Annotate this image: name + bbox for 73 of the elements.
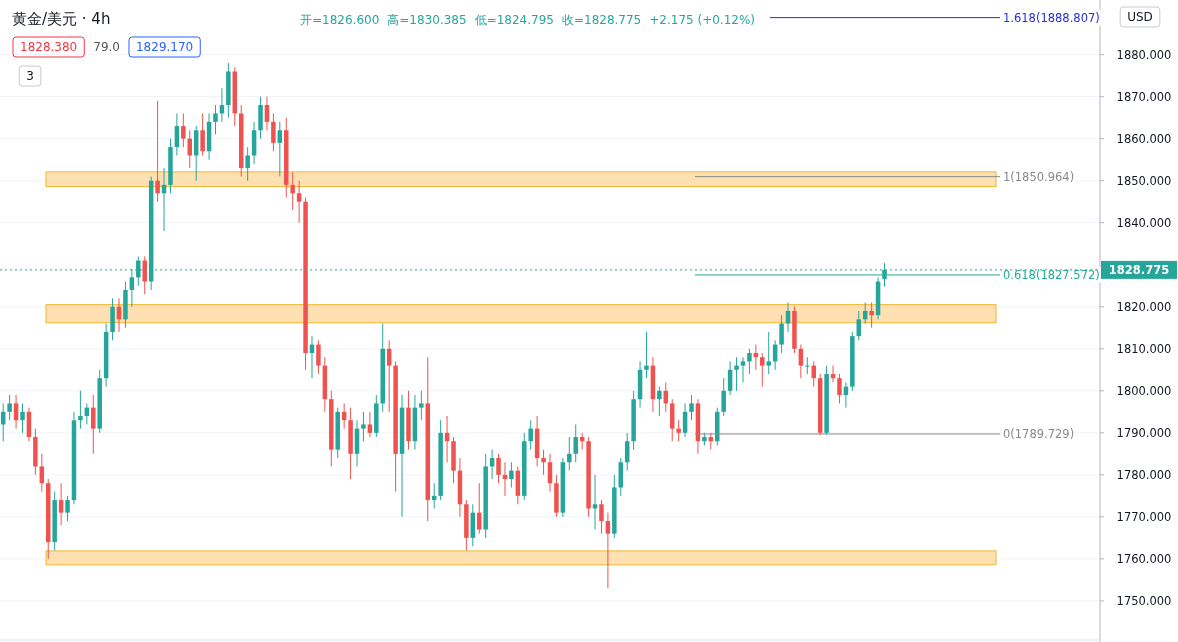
- candlestick: [290, 171, 295, 211]
- candlestick: [155, 100, 160, 203]
- y-tick-label: 1770.000: [1116, 509, 1172, 524]
- candlestick: [361, 411, 366, 442]
- candlestick: [20, 402, 25, 434]
- candlestick: [760, 352, 765, 388]
- candlestick: [91, 394, 96, 455]
- text: USD: [1127, 10, 1153, 24]
- candlestick: [644, 331, 649, 379]
- ref-line-label: 0.618(1827.572): [1003, 267, 1100, 282]
- candlestick: [142, 255, 147, 295]
- candlestick: [7, 394, 12, 421]
- ref-line-label: 1.618(1888.807): [1003, 10, 1100, 25]
- candlestick: [766, 331, 771, 375]
- candlestick: [869, 302, 874, 329]
- candlestick: [573, 423, 578, 463]
- annotation: 高=1830.385: [387, 13, 467, 27]
- candlestick: [811, 360, 816, 388]
- candlestick: [296, 180, 302, 224]
- ref-line-label: 1828.775: [1108, 263, 1170, 278]
- candlestick: [721, 377, 726, 417]
- candlestick: [271, 112, 276, 152]
- text: 黄金/美元 · 4h: [12, 10, 111, 28]
- candlestick: [785, 302, 791, 333]
- y-tick-label: 1840.000: [1116, 215, 1172, 230]
- candlestick: [316, 339, 321, 375]
- candlestick: [58, 482, 64, 526]
- y-tick-label: 1860.000: [1116, 131, 1172, 146]
- y-tick-label: 1780.000: [1116, 467, 1172, 482]
- y-tick-label: 1880.000: [1116, 47, 1172, 62]
- y-tick-label: 1800.000: [1116, 383, 1172, 398]
- y-tick-label: 1760.000: [1116, 551, 1172, 566]
- annotation: 低=1824.795: [474, 13, 554, 27]
- candlestick: [541, 449, 546, 476]
- candlestick: [779, 314, 784, 354]
- annotation: 1829.170: [135, 40, 194, 54]
- annotation: 1828.380: [20, 40, 78, 54]
- candlestick: [419, 390, 424, 421]
- candlestick: [181, 112, 186, 148]
- y-tick-label: 1810.000: [1116, 341, 1172, 356]
- candlestick: [245, 146, 250, 182]
- candlestick: [277, 121, 283, 177]
- y-tick-label: 1750.000: [1116, 593, 1172, 608]
- candlestick: [200, 112, 205, 156]
- y-tick-label: 1820.000: [1116, 299, 1172, 314]
- candlestick: [65, 495, 70, 522]
- candlestick: [805, 356, 810, 375]
- y-tick-label: 1790.000: [1116, 425, 1172, 440]
- y-tick-label: 1870.000: [1116, 89, 1172, 104]
- candlestick: [509, 461, 514, 488]
- candlestick: [213, 104, 218, 135]
- annotation: 收=1828.775: [561, 13, 642, 27]
- candlestick: [734, 356, 739, 392]
- candlestick: [747, 348, 752, 375]
- annotation: 开=1826.600: [300, 13, 380, 27]
- candlestick: [657, 386, 662, 417]
- ref-line-label: 1(1850.964): [1003, 169, 1075, 184]
- candlestick: [567, 436, 572, 472]
- annotation: 3: [26, 69, 34, 83]
- ref-line-label: 0(1789.729): [1003, 426, 1075, 441]
- candlestick: [837, 373, 842, 404]
- candlestick: [676, 419, 681, 442]
- y-tick-label: 1850.000: [1116, 173, 1172, 188]
- candlestick: [740, 356, 746, 383]
- candlestick: [689, 394, 694, 421]
- candlestick: [367, 411, 373, 438]
- annotation: +2.175 (+0.12%): [649, 13, 756, 27]
- candlestick: [605, 512, 611, 589]
- annotation: 79.0: [93, 40, 120, 54]
- candlestick: [78, 390, 83, 430]
- candlestick: [496, 453, 501, 484]
- candlestick: [528, 419, 533, 451]
- candlestick: [599, 499, 604, 535]
